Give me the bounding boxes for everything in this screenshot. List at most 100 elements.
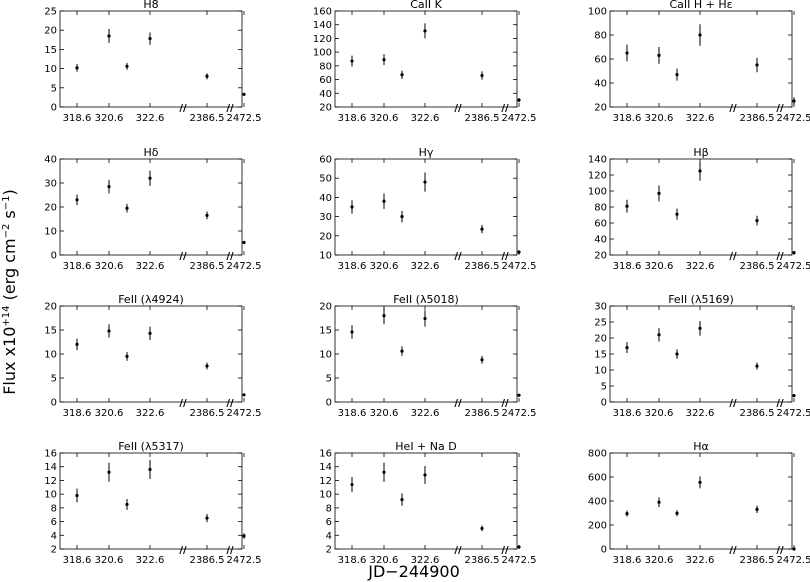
y-tick-label: 14	[44, 462, 57, 473]
x-tick-label: 2386.5	[740, 113, 775, 124]
x-tick-label: 322.6	[136, 261, 165, 272]
x-tick-label: 2386.5	[190, 555, 225, 566]
x-tick-label: 2472.5	[777, 261, 810, 272]
panel-title: Hδ	[143, 146, 158, 159]
data-point	[125, 502, 129, 507]
data-point	[625, 511, 629, 516]
axis-break-mark: //	[729, 545, 737, 556]
data-point	[350, 330, 354, 334]
data-point	[107, 34, 111, 38]
data-point	[517, 250, 521, 254]
axis-break-mark: //	[179, 398, 187, 409]
y-tick-label: 5	[601, 382, 607, 393]
data-point	[107, 470, 111, 474]
data-point	[755, 63, 759, 67]
data-point	[125, 64, 129, 68]
y-tick-label: 80	[594, 203, 607, 214]
x-tick-label: 2386.5	[465, 408, 500, 419]
y-tick-label: 16	[319, 449, 332, 460]
data-point	[517, 393, 521, 397]
y-tick-label: 60	[319, 155, 332, 166]
y-tick-label: 40	[319, 89, 332, 100]
panel-7: FeII (λ5018) 0 5 10 15 20 318.6 320.6 322.6 2386.…	[319, 293, 536, 419]
x-tick-label: 2472.5	[502, 261, 537, 272]
data-point	[107, 329, 111, 333]
panel-frame	[609, 10, 793, 108]
data-point	[625, 346, 629, 350]
data-point	[792, 547, 796, 551]
y-tick-label: 20	[319, 103, 332, 114]
x-tick-label: 2386.5	[190, 261, 225, 272]
data-point	[400, 349, 404, 353]
x-tick-label: 320.6	[645, 408, 674, 419]
y-tick-label: 20	[594, 334, 607, 345]
axis-break-mark: //	[776, 398, 784, 409]
panel-1: CaII K 20 40 60 80 100 120 140 160 318.6 320.6 322.…	[313, 0, 537, 124]
y-tick-label: 14	[319, 462, 332, 473]
panel-11: Hα 0 200 400 600 800 318.6 320.6 322.6 2386.5 2472…	[588, 440, 810, 566]
data-point	[242, 393, 246, 397]
panel-frame	[59, 10, 243, 108]
y-tick-label: 100	[313, 48, 332, 59]
data-point	[755, 364, 759, 368]
y-tick-label: 100	[588, 7, 607, 18]
panel-title: Hβ	[693, 146, 708, 159]
y-tick-label: 600	[588, 473, 607, 484]
y-tick-label: 140	[313, 20, 332, 31]
y-tick-label: 2	[51, 545, 57, 556]
x-tick-label: 320.6	[95, 408, 124, 419]
x-tick-label: 318.6	[338, 555, 367, 566]
x-tick-label: 320.6	[645, 113, 674, 124]
y-tick-label: 20	[594, 251, 607, 262]
x-tick-label: 322.6	[136, 113, 165, 124]
data-point	[792, 251, 796, 255]
y-tick-label: 6	[51, 517, 57, 528]
x-tick-label: 2472.5	[227, 408, 262, 419]
y-tick-label: 0	[601, 545, 607, 556]
data-point	[148, 176, 152, 180]
data-point	[423, 316, 427, 321]
data-point	[755, 219, 759, 223]
data-point	[75, 198, 79, 202]
panel-8: FeII (λ5169) 0 5 10 15 20 25 30 318.6 320.6 322.6 2…	[594, 293, 810, 419]
y-axis-label-unit-a: (erg cm	[0, 238, 19, 305]
axis-break-mark: //	[776, 103, 784, 114]
data-point	[792, 394, 796, 398]
y-tick-label: 20	[594, 103, 607, 114]
panel-frame	[59, 158, 243, 256]
y-tick-label: 0	[51, 103, 57, 114]
x-tick-label: 2386.5	[190, 113, 225, 124]
panel-title: HeI + Na D	[395, 440, 456, 453]
data-point	[698, 33, 702, 37]
panel-title: CaII H + Hε	[669, 0, 732, 11]
axis-break-mark: //	[454, 103, 462, 114]
data-point	[382, 199, 386, 203]
data-point	[148, 37, 152, 41]
y-tick-label: 0	[601, 398, 607, 409]
y-tick-label: 140	[588, 155, 607, 166]
axis-break-mark: //	[501, 103, 509, 114]
data-point	[125, 354, 129, 358]
y-tick-label: 0	[51, 398, 57, 409]
data-point	[657, 191, 661, 195]
x-tick-label: 2472.5	[502, 408, 537, 419]
x-tick-label: 320.6	[370, 113, 399, 124]
panel-title: FeII (λ5169)	[668, 293, 734, 306]
x-tick-label: 2386.5	[465, 261, 500, 272]
data-point	[480, 73, 484, 78]
y-tick-label: 30	[44, 179, 57, 190]
y-axis-label-unit-c: )	[0, 189, 19, 195]
data-point	[148, 467, 152, 472]
y-axis-label-unit-exp1: −2	[1, 224, 12, 239]
x-tick-label: 318.6	[613, 555, 642, 566]
data-point	[205, 213, 209, 217]
y-tick-label: 40	[594, 79, 607, 90]
panel-10: HeI + Na D 2 4 6 8 10 12 14 16 318.6 320.6 322.6 238…	[319, 440, 536, 566]
x-tick-label: 320.6	[645, 261, 674, 272]
axis-break-mark: //	[226, 251, 234, 262]
panel-5: Hβ 20 40 60 80 100 120 140 318.6 320.6 322.6 2386.5…	[588, 146, 810, 272]
y-tick-label: 10	[594, 366, 607, 377]
x-tick-label: 2472.5	[777, 113, 810, 124]
